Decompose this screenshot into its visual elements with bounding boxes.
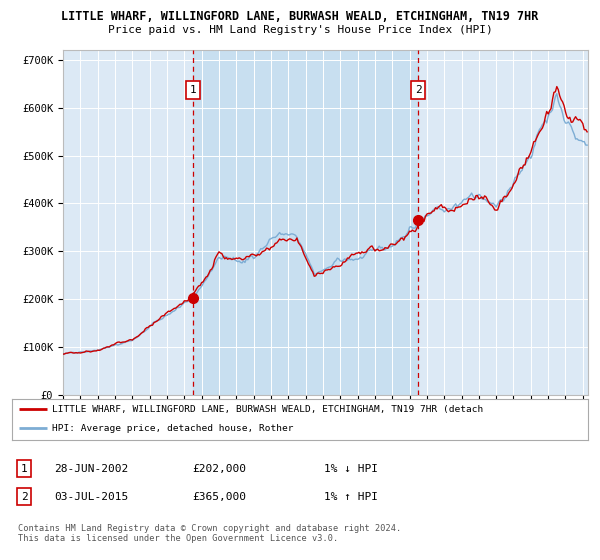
Text: £365,000: £365,000 (192, 492, 246, 502)
Text: £202,000: £202,000 (192, 464, 246, 474)
Text: 1: 1 (20, 464, 28, 474)
Text: 2: 2 (20, 492, 28, 502)
Text: Contains HM Land Registry data © Crown copyright and database right 2024.
This d: Contains HM Land Registry data © Crown c… (18, 524, 401, 543)
Text: 28-JUN-2002: 28-JUN-2002 (54, 464, 128, 474)
Text: 1: 1 (190, 85, 196, 95)
Text: LITTLE WHARF, WILLINGFORD LANE, BURWASH WEALD, ETCHINGHAM, TN19 7HR (detach: LITTLE WHARF, WILLINGFORD LANE, BURWASH … (52, 405, 484, 414)
Bar (193, 50, 418, 395)
Text: LITTLE WHARF, WILLINGFORD LANE, BURWASH WEALD, ETCHINGHAM, TN19 7HR: LITTLE WHARF, WILLINGFORD LANE, BURWASH … (61, 10, 539, 23)
Text: Price paid vs. HM Land Registry's House Price Index (HPI): Price paid vs. HM Land Registry's House … (107, 25, 493, 35)
Text: 03-JUL-2015: 03-JUL-2015 (54, 492, 128, 502)
Text: 1% ↑ HPI: 1% ↑ HPI (324, 492, 378, 502)
Text: 2: 2 (415, 85, 422, 95)
Text: HPI: Average price, detached house, Rother: HPI: Average price, detached house, Roth… (52, 424, 294, 433)
Text: 1% ↓ HPI: 1% ↓ HPI (324, 464, 378, 474)
